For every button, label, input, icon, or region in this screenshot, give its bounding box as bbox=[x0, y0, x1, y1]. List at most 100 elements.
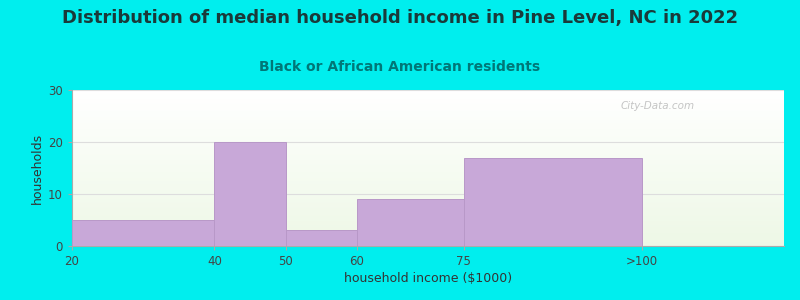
Bar bbox=[72, 196, 784, 198]
Bar bbox=[72, 155, 784, 156]
Bar bbox=[72, 180, 784, 181]
Bar bbox=[72, 226, 784, 228]
Bar bbox=[72, 150, 784, 151]
Bar bbox=[72, 221, 784, 223]
Bar bbox=[72, 133, 784, 134]
Bar bbox=[72, 225, 784, 226]
Bar bbox=[72, 191, 784, 193]
Bar bbox=[72, 98, 784, 99]
Bar bbox=[72, 168, 784, 169]
Text: City-Data.com: City-Data.com bbox=[620, 101, 694, 111]
Bar bbox=[72, 132, 784, 133]
Bar bbox=[72, 190, 784, 191]
Bar bbox=[72, 230, 784, 232]
Bar bbox=[72, 233, 784, 234]
Bar bbox=[72, 113, 784, 115]
Bar bbox=[72, 145, 784, 146]
Bar bbox=[72, 171, 784, 172]
Bar bbox=[72, 181, 784, 182]
Bar bbox=[72, 232, 784, 233]
Bar bbox=[72, 182, 784, 184]
Bar bbox=[72, 204, 784, 206]
Bar bbox=[72, 116, 784, 117]
Bar bbox=[72, 124, 784, 125]
Bar bbox=[72, 224, 784, 225]
Bar bbox=[72, 203, 784, 204]
Bar bbox=[72, 143, 784, 145]
Bar bbox=[72, 241, 784, 242]
Bar bbox=[72, 117, 784, 119]
Bar bbox=[72, 99, 784, 100]
Text: Distribution of median household income in Pine Level, NC in 2022: Distribution of median household income … bbox=[62, 9, 738, 27]
Bar bbox=[72, 161, 784, 163]
Bar bbox=[72, 169, 784, 171]
Bar bbox=[72, 110, 784, 111]
Bar bbox=[72, 146, 784, 147]
Bar bbox=[72, 128, 784, 129]
Bar bbox=[72, 95, 784, 97]
Bar bbox=[72, 167, 784, 168]
Bar bbox=[72, 141, 784, 142]
Bar bbox=[72, 223, 784, 224]
Bar bbox=[72, 102, 784, 103]
Bar bbox=[72, 163, 784, 164]
Bar bbox=[72, 91, 784, 93]
Bar bbox=[72, 140, 784, 141]
Y-axis label: households: households bbox=[31, 132, 44, 204]
Bar bbox=[72, 193, 784, 194]
Bar bbox=[72, 199, 784, 200]
Bar bbox=[72, 120, 784, 121]
Bar bbox=[72, 129, 784, 130]
Bar bbox=[72, 134, 784, 136]
Bar bbox=[72, 97, 784, 98]
Bar bbox=[72, 212, 784, 214]
Bar bbox=[72, 228, 784, 229]
Bar bbox=[72, 185, 784, 186]
Bar bbox=[72, 216, 784, 218]
Bar bbox=[72, 237, 784, 238]
Bar bbox=[72, 106, 784, 107]
Bar bbox=[72, 238, 784, 239]
Bar bbox=[72, 176, 784, 177]
Bar bbox=[72, 234, 784, 236]
Bar bbox=[72, 243, 784, 245]
Bar bbox=[464, 158, 642, 246]
Bar bbox=[72, 177, 784, 178]
Bar bbox=[72, 229, 784, 230]
Bar bbox=[72, 220, 214, 246]
Bar bbox=[72, 126, 784, 128]
Bar bbox=[72, 208, 784, 210]
Bar bbox=[72, 220, 784, 221]
X-axis label: household income ($1000): household income ($1000) bbox=[344, 272, 512, 285]
Bar bbox=[72, 108, 784, 110]
Bar bbox=[72, 242, 784, 243]
Bar bbox=[72, 104, 784, 106]
Bar bbox=[72, 138, 784, 140]
Bar bbox=[72, 100, 784, 102]
Bar bbox=[72, 112, 784, 113]
Bar bbox=[72, 152, 784, 154]
Bar bbox=[72, 178, 784, 180]
Bar bbox=[72, 151, 784, 152]
Bar bbox=[72, 90, 784, 91]
Bar bbox=[72, 94, 784, 95]
Bar bbox=[286, 230, 357, 246]
Bar bbox=[72, 103, 784, 104]
Bar bbox=[72, 111, 784, 112]
Bar bbox=[72, 188, 784, 189]
Bar bbox=[72, 136, 784, 137]
Bar bbox=[72, 175, 784, 176]
Bar bbox=[72, 239, 784, 241]
Bar bbox=[72, 218, 784, 219]
Bar bbox=[72, 214, 784, 215]
Bar bbox=[72, 118, 784, 120]
Bar bbox=[72, 172, 784, 173]
Bar bbox=[72, 160, 784, 161]
Bar bbox=[72, 93, 784, 94]
Bar bbox=[72, 219, 784, 220]
Bar bbox=[72, 198, 784, 199]
Bar bbox=[72, 147, 784, 148]
Bar bbox=[72, 107, 784, 108]
Bar bbox=[72, 200, 784, 202]
Bar bbox=[72, 130, 784, 132]
